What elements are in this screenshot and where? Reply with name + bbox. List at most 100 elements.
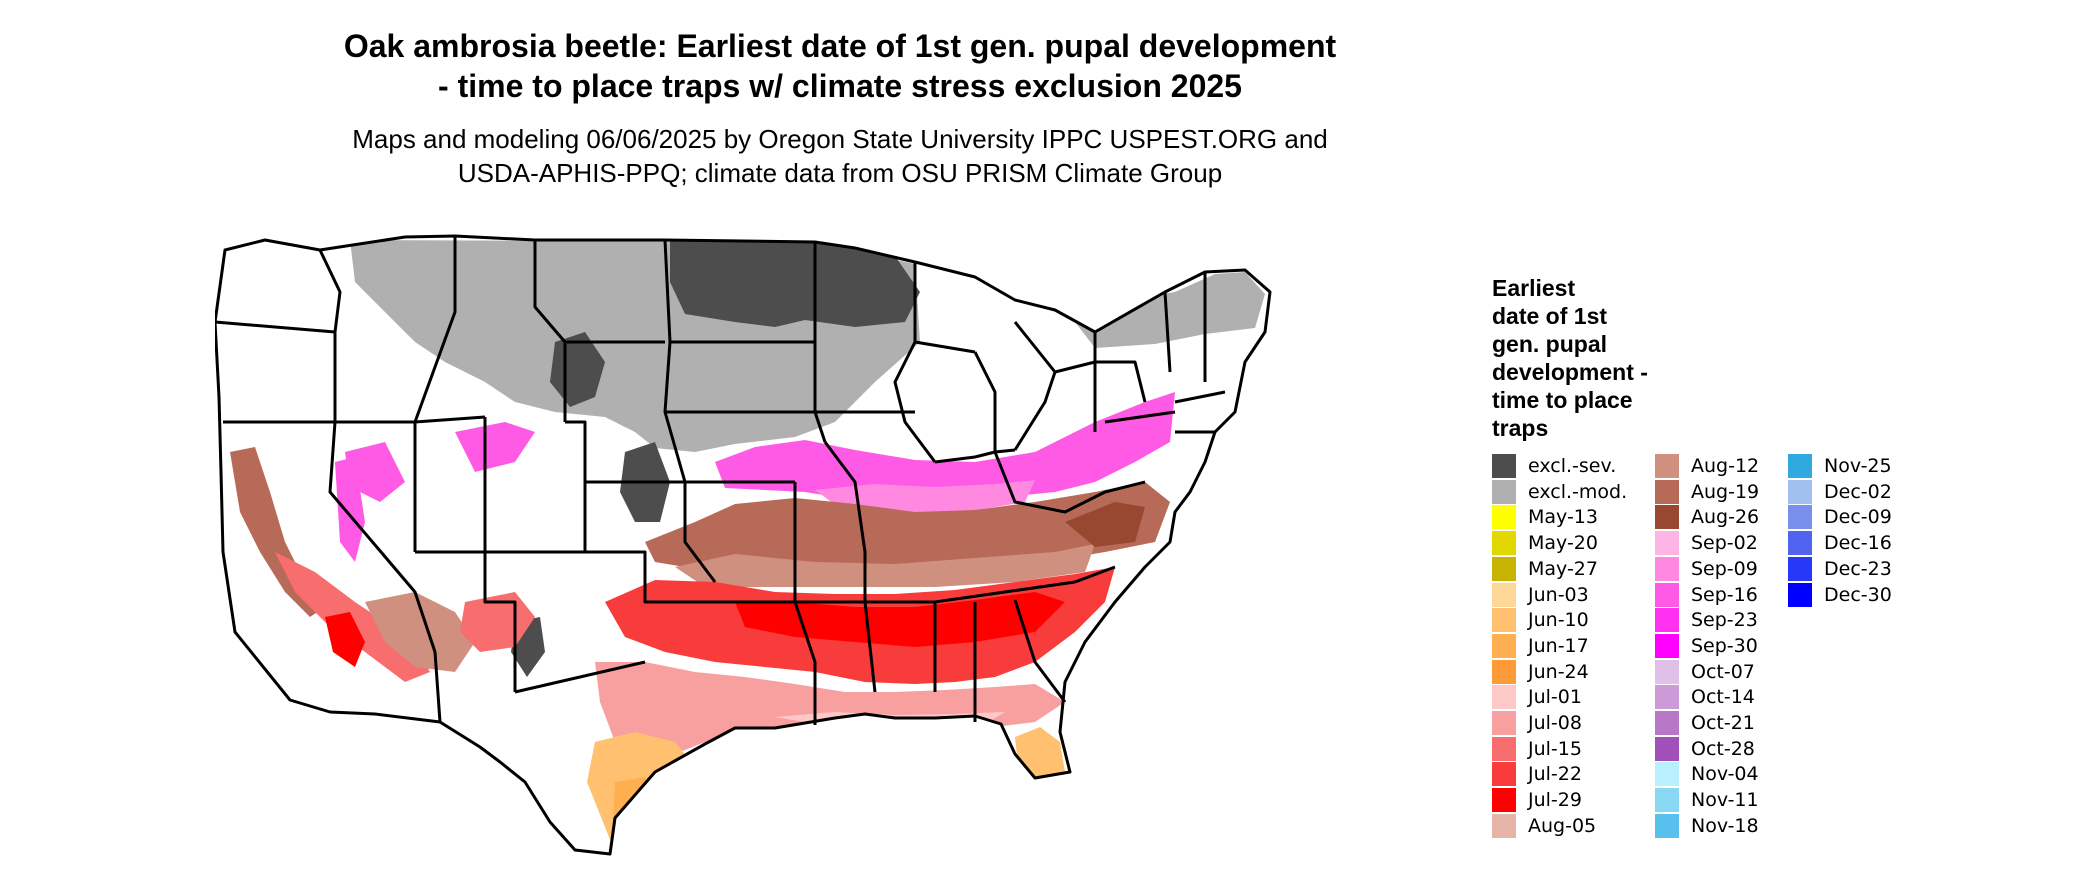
legend-swatch [1655, 454, 1679, 478]
legend-label: Oct-28 [1691, 737, 1755, 760]
region-northern-severe [670, 240, 920, 327]
legend-item: Oct-07 [1655, 659, 1755, 684]
legend-swatch [1492, 685, 1516, 710]
legend-item: Aug-26 [1655, 505, 1760, 530]
legend-item: Nov-11 [1655, 788, 1759, 813]
legend-label: Nov-18 [1691, 814, 1759, 837]
legend-swatch [1655, 479, 1679, 504]
legend-label: Dec-23 [1824, 557, 1892, 580]
legend-label: Aug-26 [1691, 506, 1760, 529]
legend-item: Nov-04 [1655, 762, 1759, 787]
legend-swatch [1655, 556, 1679, 581]
legend-label: May-27 [1528, 557, 1598, 580]
legend-item: May-20 [1492, 531, 1598, 556]
legend-item: Dec-30 [1788, 582, 1892, 607]
legend-item: Aug-05 [1492, 813, 1597, 838]
legend-item: Sep-09 [1655, 556, 1758, 581]
legend-label: Sep-16 [1691, 583, 1758, 606]
legend-swatch [1788, 454, 1812, 478]
legend-item: Nov-25 [1788, 454, 1892, 478]
legend-title: Earliest date of 1st gen. pupal developm… [1492, 275, 1648, 441]
legend-item: Aug-12 [1655, 454, 1759, 478]
legend-swatch [1492, 736, 1516, 761]
legend-item: Jul-01 [1492, 685, 1582, 710]
legend-swatch [1655, 633, 1679, 658]
legend-item: Dec-02 [1788, 479, 1892, 504]
legend-label: excl.-mod. [1528, 480, 1628, 503]
legend-item: May-13 [1492, 505, 1598, 530]
legend-label: Dec-30 [1824, 583, 1892, 606]
legend-label: Aug-19 [1691, 480, 1760, 503]
legend-swatch [1655, 711, 1679, 735]
legend-item: Sep-30 [1655, 633, 1758, 658]
legend-swatch [1655, 659, 1679, 684]
legend-swatch [1655, 582, 1679, 607]
legend-swatch [1655, 531, 1679, 556]
legend-label: Sep-09 [1691, 557, 1758, 580]
region-ohio-valley-september [715, 392, 1175, 504]
region-mid-south-august [645, 482, 1170, 572]
legend-label: Dec-09 [1824, 506, 1892, 529]
legend-label: Jun-10 [1528, 609, 1589, 632]
legend-label: Jul-29 [1528, 789, 1582, 812]
legend-swatch [1788, 505, 1812, 530]
legend-label: Aug-12 [1691, 455, 1760, 477]
legend-item: Jul-08 [1492, 711, 1582, 735]
legend-label: Jul-22 [1528, 763, 1582, 786]
legend-label: Nov-25 [1824, 455, 1892, 477]
legend-swatch [1492, 531, 1516, 556]
legend-label: Aug-05 [1528, 814, 1597, 837]
map-title-line-1: Oak ambrosia beetle: Earliest date of 1s… [343, 28, 1337, 64]
legend-swatch [1788, 479, 1812, 504]
legend-item: Jun-10 [1492, 608, 1589, 633]
legend-label: Oct-07 [1691, 660, 1755, 683]
legend-label: Jul-08 [1528, 712, 1582, 734]
legend-label: Oct-21 [1691, 712, 1755, 734]
legend-item: Dec-23 [1788, 556, 1892, 581]
legend-item: May-27 [1492, 556, 1598, 581]
legend-item: excl.-mod. [1492, 479, 1628, 504]
legend-label: May-13 [1528, 506, 1598, 529]
legend-swatch [1492, 505, 1516, 530]
legend-item: Jul-15 [1492, 736, 1582, 761]
legend-label: Dec-02 [1824, 480, 1892, 503]
legend-label: Oct-14 [1691, 686, 1755, 709]
legend-item: Oct-21 [1655, 711, 1755, 735]
legend-swatch [1655, 736, 1679, 761]
us-outline [215, 234, 1272, 856]
legend-item: excl.-sev. [1492, 454, 1616, 478]
legend-item: Jul-22 [1492, 762, 1582, 787]
legend-item: Dec-16 [1788, 531, 1892, 556]
legend-label: May-20 [1528, 532, 1598, 555]
map-subtitle-line-2: USDA-APHIS-PPQ; climate data from OSU PR… [457, 158, 1223, 188]
legend-swatch [1492, 608, 1516, 633]
legend-label: Dec-16 [1824, 532, 1892, 555]
legend-swatch [1655, 762, 1679, 787]
legend-swatch [1655, 788, 1679, 813]
legend-swatch [1788, 531, 1812, 556]
legend-item: Dec-09 [1788, 505, 1892, 530]
legend-label: Jul-01 [1528, 686, 1582, 709]
legend-label: Nov-04 [1691, 763, 1759, 786]
legend-label: Nov-11 [1691, 789, 1759, 812]
legend-swatch [1492, 813, 1516, 838]
legend-swatch [1788, 582, 1812, 607]
legend-item: Sep-16 [1655, 582, 1758, 607]
legend-swatch [1492, 659, 1516, 684]
legend-label: Jun-24 [1528, 660, 1589, 683]
legend-item: Oct-28 [1655, 736, 1755, 761]
map-subtitle-line-1: Maps and modeling 06/06/2025 by Oregon S… [352, 124, 1328, 154]
legend-item: Oct-14 [1655, 685, 1755, 710]
region-south-florida-may [1043, 820, 1067, 844]
legend-swatch [1655, 685, 1679, 710]
legend-label: Sep-30 [1691, 634, 1758, 657]
legend-label: Sep-02 [1691, 532, 1758, 555]
legend-swatch [1492, 788, 1516, 813]
legend-swatch [1655, 608, 1679, 633]
legend-item: Sep-23 [1655, 608, 1758, 633]
legend-swatch [1655, 813, 1679, 838]
legend-label: Sep-23 [1691, 609, 1758, 632]
legend-swatch [1492, 711, 1516, 735]
legend-label: Jun-03 [1528, 583, 1589, 606]
legend-label: excl.-sev. [1528, 455, 1617, 477]
